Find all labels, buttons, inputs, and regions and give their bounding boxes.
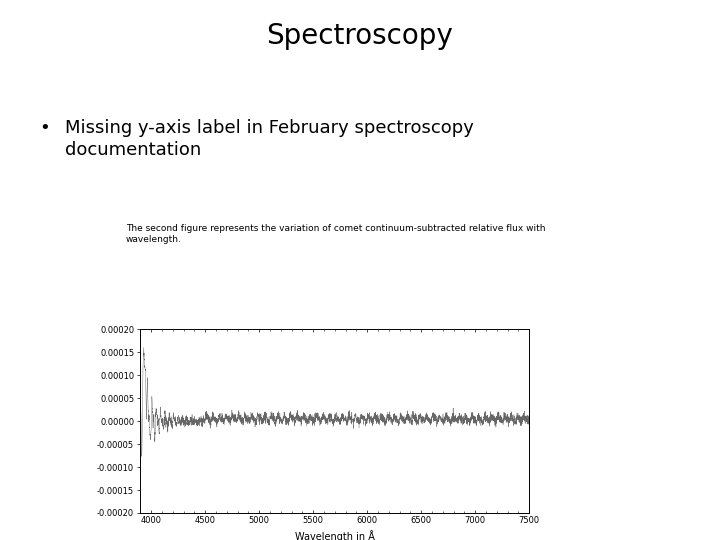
Text: •: • xyxy=(40,119,50,137)
X-axis label: Wavelength in Å: Wavelength in Å xyxy=(295,530,374,540)
Text: Missing y-axis label in February spectroscopy
documentation: Missing y-axis label in February spectro… xyxy=(65,119,474,159)
Text: The second figure represents the variation of comet continuum-subtracted relativ: The second figure represents the variati… xyxy=(126,224,546,244)
Text: Spectroscopy: Spectroscopy xyxy=(266,22,454,50)
